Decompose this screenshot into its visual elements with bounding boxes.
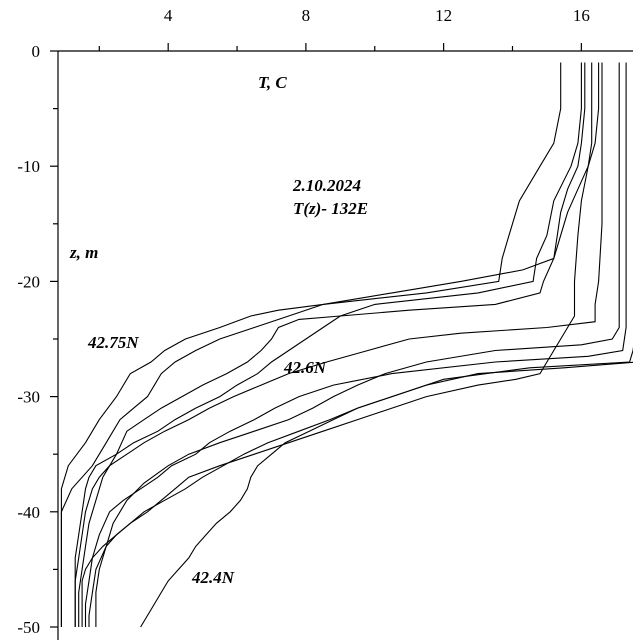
x-tick-label: 4 [164, 6, 173, 25]
y-tick-label: -40 [17, 503, 40, 522]
y-tick-label: -50 [17, 618, 40, 637]
annotations: T, C z, m 2.10.2024 T(z)- 132E 42.75N 42… [69, 73, 368, 587]
temperature-profile-line [140, 361, 633, 628]
station-label-mid: 42.6N [283, 358, 327, 377]
temperature-profile-line [74, 62, 582, 627]
temperature-profile-line [60, 62, 593, 627]
temperature-profile-line [60, 62, 562, 627]
station-label-north: 42.75N [87, 333, 139, 352]
x-tick-label: 8 [302, 6, 311, 25]
x-axis-label: T, C [258, 73, 287, 92]
y-tick-label: -30 [17, 388, 40, 407]
temperature-profile-line [84, 62, 627, 627]
temperature-profile-line [74, 62, 603, 627]
y-tick-label: -20 [17, 272, 40, 291]
station-label-south: 42.4N [191, 568, 235, 587]
x-tick-label: 16 [573, 6, 590, 25]
y-tick-label: -10 [17, 157, 40, 176]
x-tick-label: 12 [435, 6, 452, 25]
temperature-profiles [60, 62, 633, 628]
temperature-profile-line [88, 62, 620, 627]
axes: 4 8 12 16 0 -10 -20 -30 -40 -50 [17, 6, 633, 640]
section-annotation: T(z)- 132E [293, 199, 368, 218]
temperature-profile-line [95, 62, 600, 627]
temperature-profile-line [78, 62, 586, 627]
y-axis-label: z, m [69, 243, 98, 262]
y-tick-label: 0 [32, 42, 41, 61]
temperature-profile-line [81, 346, 633, 627]
date-annotation: 2.10.2024 [292, 176, 361, 195]
